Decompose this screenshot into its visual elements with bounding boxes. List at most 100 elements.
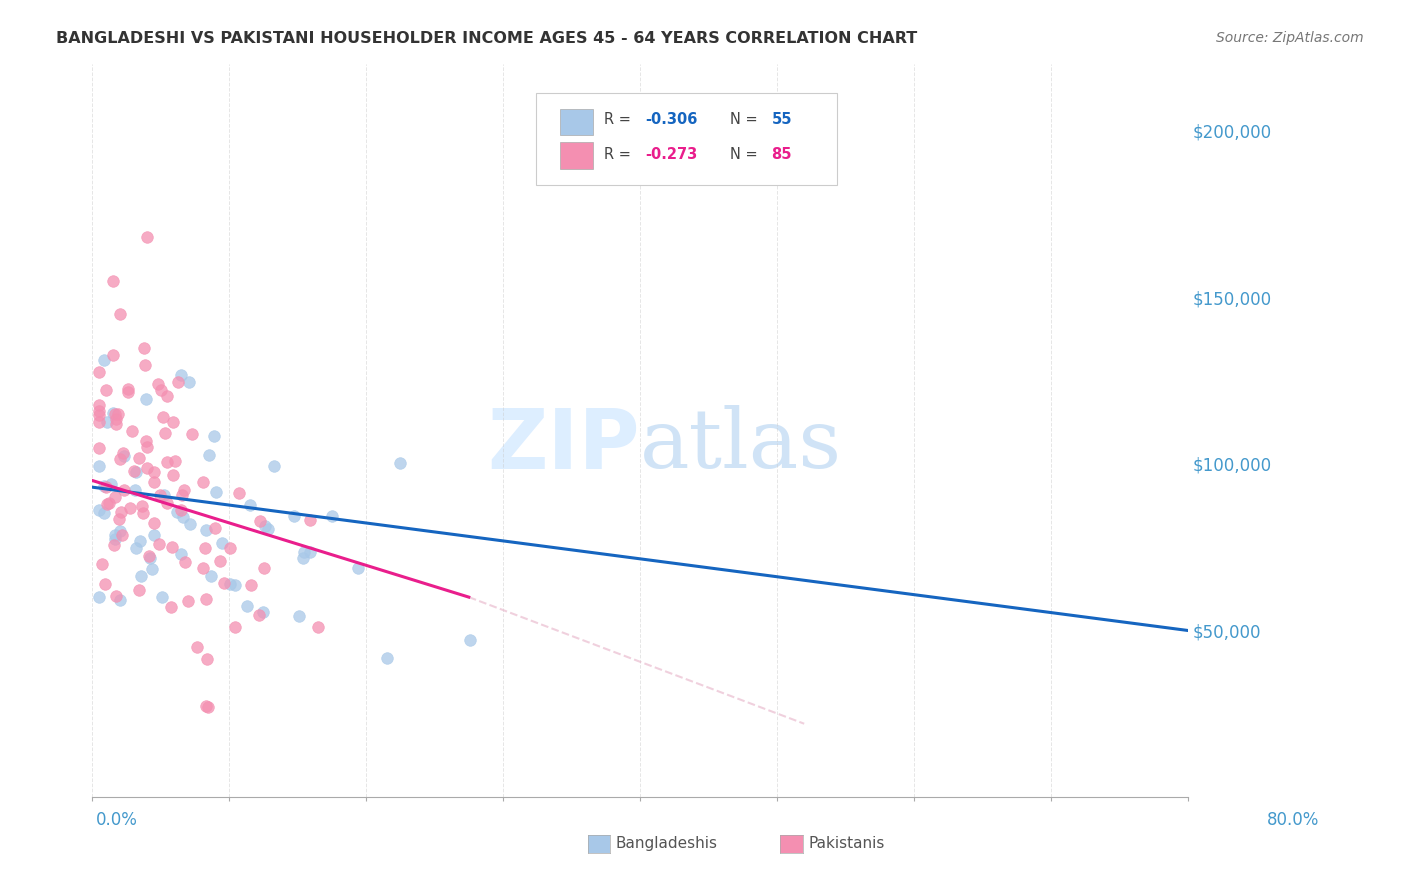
- Point: [257, 522, 280, 536]
- Point: [135, 434, 157, 448]
- Point: [191, 561, 214, 575]
- Point: [299, 513, 322, 527]
- Point: [346, 561, 368, 575]
- Point: [152, 409, 174, 424]
- Point: [104, 417, 127, 432]
- Point: [159, 599, 181, 614]
- Point: [108, 593, 131, 607]
- Point: [93, 353, 115, 368]
- Point: [138, 549, 160, 563]
- Point: [117, 382, 139, 396]
- Point: [103, 538, 125, 552]
- Text: -0.273: -0.273: [645, 146, 697, 161]
- Point: [132, 506, 155, 520]
- Point: [107, 407, 129, 421]
- Text: R =: R =: [603, 146, 636, 161]
- Point: [142, 466, 165, 480]
- Point: [100, 477, 122, 491]
- Point: [292, 551, 315, 566]
- Point: [224, 620, 246, 634]
- Point: [101, 406, 124, 420]
- Point: [155, 455, 177, 469]
- Point: [170, 547, 193, 561]
- Point: [179, 516, 201, 531]
- Point: [128, 534, 150, 549]
- Point: [125, 465, 148, 479]
- Point: [104, 407, 127, 421]
- Point: [149, 488, 172, 502]
- Point: [134, 341, 156, 355]
- Point: [139, 551, 162, 566]
- Point: [104, 412, 127, 426]
- Point: [249, 514, 271, 528]
- Point: [148, 537, 170, 551]
- Point: [101, 274, 124, 288]
- Text: 0.0%: 0.0%: [96, 811, 138, 829]
- Text: R =: R =: [603, 112, 636, 127]
- Point: [89, 404, 111, 418]
- Point: [108, 524, 131, 538]
- Text: BANGLADESHI VS PAKISTANI HOUSEHOLDER INCOME AGES 45 - 64 YEARS CORRELATION CHART: BANGLADESHI VS PAKISTANI HOUSEHOLDER INC…: [56, 31, 918, 46]
- Point: [124, 483, 146, 497]
- Point: [252, 606, 274, 620]
- Point: [94, 480, 117, 494]
- Point: [287, 609, 309, 624]
- Text: N =: N =: [730, 146, 762, 161]
- Point: [253, 561, 276, 575]
- Point: [97, 496, 120, 510]
- Point: [124, 541, 146, 555]
- Point: [205, 485, 228, 500]
- Point: [458, 633, 481, 648]
- Point: [112, 483, 135, 498]
- Point: [198, 448, 221, 462]
- Point: [149, 383, 172, 397]
- Point: [194, 699, 217, 714]
- Point: [89, 442, 111, 456]
- Point: [142, 516, 165, 531]
- Point: [186, 640, 208, 654]
- Point: [219, 541, 242, 555]
- Point: [110, 505, 132, 519]
- Point: [263, 458, 285, 473]
- Point: [153, 487, 176, 501]
- Point: [93, 506, 115, 520]
- Point: [197, 700, 219, 714]
- Point: [204, 520, 226, 534]
- Text: Bangladeshis: Bangladeshis: [616, 837, 718, 851]
- Point: [104, 532, 127, 546]
- Point: [156, 389, 179, 403]
- Point: [170, 502, 193, 516]
- Point: [208, 554, 231, 568]
- Point: [167, 376, 190, 390]
- Point: [108, 512, 131, 526]
- Point: [101, 348, 124, 362]
- Point: [94, 577, 117, 591]
- Text: ZIP: ZIP: [488, 405, 640, 486]
- Point: [292, 545, 315, 559]
- Point: [117, 384, 139, 399]
- Point: [195, 651, 218, 665]
- Point: [389, 456, 412, 470]
- Point: [375, 651, 398, 665]
- Point: [110, 451, 132, 466]
- Point: [111, 528, 134, 542]
- Point: [104, 490, 127, 504]
- Point: [170, 488, 193, 502]
- Point: [162, 468, 184, 483]
- Point: [89, 365, 111, 379]
- Point: [135, 440, 157, 454]
- Point: [166, 505, 188, 519]
- Text: Source: ZipAtlas.com: Source: ZipAtlas.com: [1216, 31, 1364, 45]
- Point: [162, 415, 184, 429]
- Point: [128, 582, 150, 597]
- Point: [134, 359, 156, 373]
- Point: [228, 485, 250, 500]
- Point: [105, 589, 128, 603]
- Point: [89, 502, 111, 516]
- Text: Pakistanis: Pakistanis: [808, 837, 884, 851]
- Point: [141, 562, 163, 576]
- Point: [93, 479, 115, 493]
- Point: [193, 475, 215, 489]
- Point: [283, 508, 305, 523]
- Point: [172, 510, 194, 524]
